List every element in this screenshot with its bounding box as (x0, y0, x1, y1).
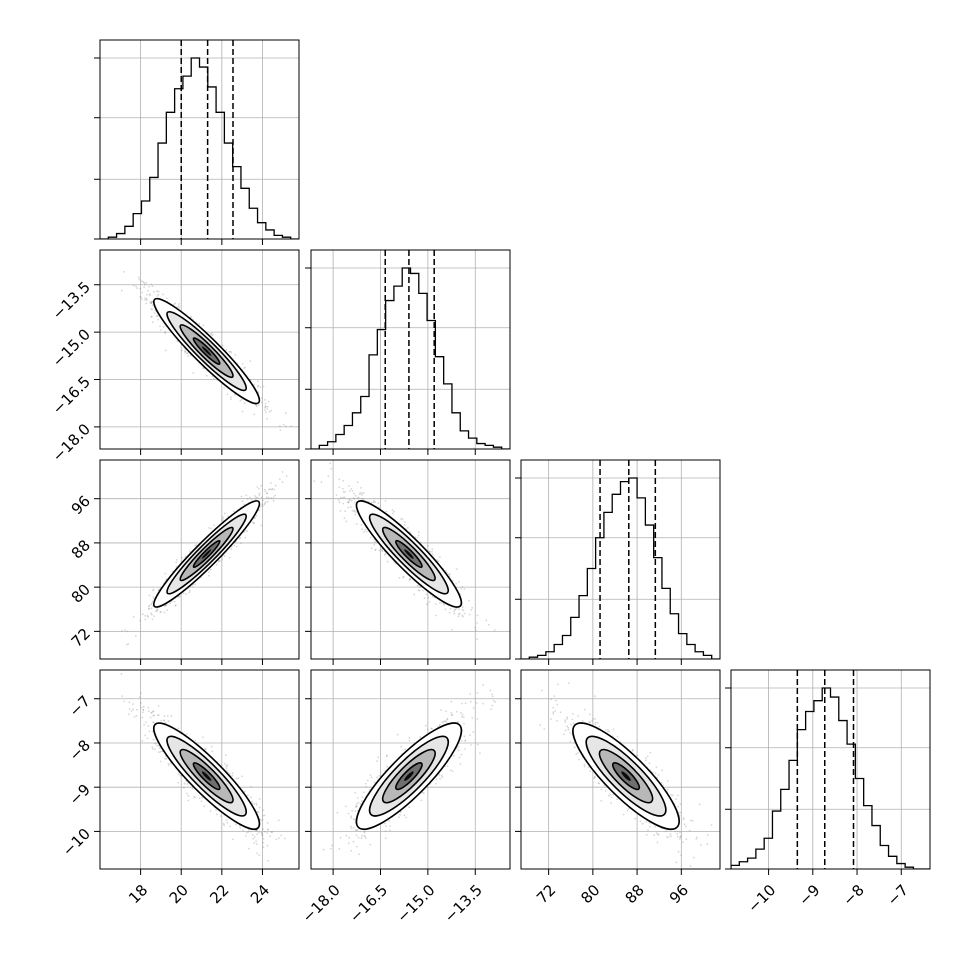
x-tick-label: −16.5 (346, 881, 391, 926)
grid (311, 460, 510, 659)
contour-line (179, 748, 234, 804)
panel-1-0: −18.0−16.5−15.0−13.5 (49, 249, 300, 465)
y-tick-label: −10 (59, 825, 94, 860)
histogram-step (311, 267, 510, 449)
contour-line (355, 500, 463, 608)
x-tick-label: 80 (577, 881, 603, 907)
x-tick-label: −9 (795, 881, 823, 909)
panel-2-0: 72 80 88 96 (68, 459, 300, 665)
y-tick-label: 88 (68, 536, 94, 562)
contour-line (355, 722, 463, 830)
contour-line (598, 748, 654, 804)
contour-line (153, 722, 261, 831)
y-tick-label: 96 (68, 492, 94, 518)
x-tick-label: −15.0 (393, 881, 438, 926)
density-level (201, 771, 212, 781)
panel-frame (520, 669, 721, 870)
panel-frame (99, 459, 300, 660)
contour-line (192, 762, 221, 791)
grid (100, 40, 299, 239)
x-tick-label: 20 (166, 881, 192, 907)
contour-line (179, 526, 234, 582)
x-tick-label: 96 (666, 881, 692, 907)
x-tick-label: 22 (206, 881, 232, 907)
y-tick-label: −18.0 (49, 420, 94, 465)
panel-3-0: −10 −9 −8 −7 18 20 22 24 (59, 669, 300, 907)
density-level (201, 549, 212, 559)
y-tick-label: −13.5 (49, 278, 94, 323)
panel-3-3: −10 −9 −8 −7 (725, 669, 931, 916)
contour-line (611, 762, 641, 791)
x-tick-label: −8 (839, 881, 867, 909)
x-tick-label: 88 (622, 881, 648, 907)
grid (100, 670, 299, 869)
histogram-step (100, 57, 299, 239)
x-tick-label: 24 (247, 881, 273, 907)
contour-line (192, 539, 221, 569)
contour-line (192, 337, 221, 365)
contour-line (395, 539, 423, 569)
contour-line (572, 722, 680, 831)
contour-line (179, 324, 234, 379)
grid (731, 670, 930, 869)
y-tick-label: −15.0 (49, 325, 94, 370)
y-tick-label: 80 (68, 580, 94, 606)
contour-line (153, 297, 261, 405)
x-tick-label: −13.5 (441, 881, 486, 926)
contour-line (585, 735, 667, 817)
grid (100, 250, 299, 449)
density-level (621, 771, 631, 781)
panel-2-1 (305, 459, 511, 665)
histogram-step (731, 687, 930, 869)
x-tick-label: −10 (744, 881, 779, 916)
contour-line (368, 513, 450, 595)
y-tick-label: 72 (68, 625, 94, 651)
grid (521, 460, 720, 659)
panel-frame (99, 249, 300, 450)
panel-0-0 (94, 39, 300, 245)
x-tick-label: −18.0 (299, 881, 344, 926)
contour-line (153, 500, 261, 608)
panel-frame (310, 669, 511, 870)
contour-line (381, 748, 436, 804)
contour-line (381, 526, 436, 582)
contour-line (368, 735, 450, 817)
contour-line (166, 513, 248, 595)
panel-3-2: 72 80 88 96 (515, 669, 721, 907)
x-tick-label: 18 (125, 881, 151, 907)
x-tick-label: −7 (884, 881, 912, 909)
panel-frame (310, 459, 511, 660)
x-tick-label: 72 (533, 881, 559, 907)
histogram-step (521, 477, 720, 659)
panel-frame (310, 249, 511, 450)
panel-3-1: −18.0 −16.5 −15.0 −13.5 (299, 669, 511, 926)
y-tick-label: −16.5 (49, 373, 94, 418)
panel-1-1 (305, 249, 511, 455)
panel-frame (730, 669, 931, 870)
y-tick-label: −7 (66, 692, 94, 720)
panel-2-2 (515, 459, 721, 665)
grid (311, 250, 510, 449)
panel-frame (520, 459, 721, 660)
contour-line (166, 310, 248, 392)
y-tick-label: −9 (66, 780, 94, 808)
y-tick-label: −8 (66, 736, 94, 764)
grid (100, 460, 299, 659)
contour-line (395, 762, 423, 791)
density-level (404, 771, 414, 781)
density-level (201, 346, 212, 356)
contour-line (166, 735, 248, 817)
panel-frame (99, 39, 300, 240)
panel-frame (99, 669, 300, 870)
density-level (404, 549, 414, 559)
